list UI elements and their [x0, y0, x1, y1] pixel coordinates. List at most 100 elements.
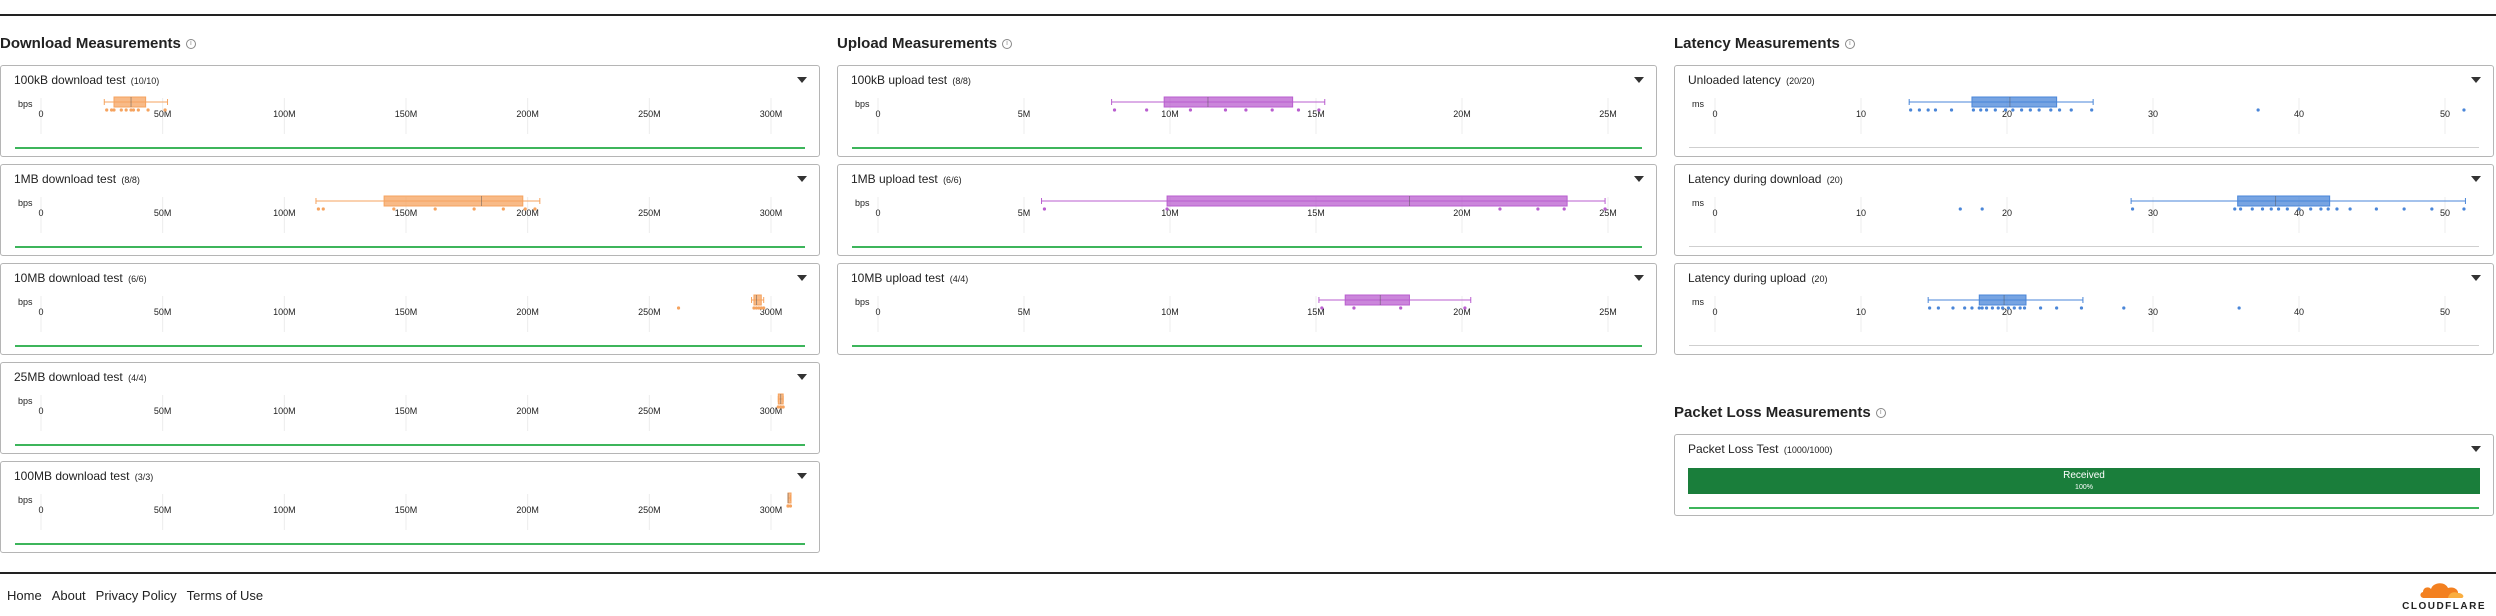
chevron-down-icon[interactable] — [797, 374, 807, 380]
tick-label: 100M — [273, 406, 296, 416]
tick-label: 150M — [395, 208, 418, 218]
info-icon[interactable]: i — [1844, 39, 1855, 49]
chevron-down-icon[interactable] — [797, 176, 807, 182]
card-title: 100MB download test (3/3) — [14, 469, 153, 483]
divider-line — [1689, 345, 2479, 346]
data-point — [392, 207, 396, 211]
tick-label: 5M — [1018, 307, 1031, 317]
card-count: (8/8) — [121, 175, 140, 185]
data-point — [472, 207, 476, 211]
latency-section-title: Latency Measurements i — [1674, 33, 2494, 55]
data-point — [1909, 108, 1913, 112]
chevron-down-icon[interactable] — [2471, 275, 2481, 281]
packet-loss-title-text: Packet Loss Measurements — [1674, 404, 1871, 421]
chevron-down-icon[interactable] — [1634, 275, 1644, 281]
chevron-down-icon[interactable] — [2471, 446, 2481, 452]
plot-area: 0 50M 100M 150M 200M 250M 300M — [38, 492, 793, 530]
data-point — [2269, 207, 2273, 211]
tick-label: 200M — [516, 307, 539, 317]
card-title-text: 1MB download test — [14, 172, 117, 186]
card-count: (6/6) — [128, 274, 147, 284]
info-icon[interactable]: i — [1002, 39, 1013, 49]
tick-label: 40 — [2294, 208, 2304, 218]
card-ul1m[interactable]: 1MB upload test (6/6) bps 0 5M 10M 15M 20M 25… — [837, 164, 1657, 256]
footer-link-privacy[interactable]: Privacy Policy — [95, 588, 177, 603]
data-point — [1399, 306, 1403, 310]
data-point — [109, 108, 114, 112]
data-point — [2374, 207, 2378, 211]
chevron-down-icon[interactable] — [797, 275, 807, 281]
data-point — [1984, 108, 1989, 112]
data-point — [2049, 108, 2053, 112]
card-dl100m[interactable]: 100MB download test (3/3) bps 0 50M 100M 15… — [0, 461, 820, 553]
cloudflare-logo[interactable]: CLOUDFLARE — [2396, 578, 2486, 612]
data-point — [316, 207, 320, 211]
data-point — [752, 306, 756, 310]
data-point — [1993, 108, 1997, 112]
plot-area: 0 10 20 30 40 50 — [1712, 294, 2450, 332]
axis-unit: bps — [855, 99, 870, 109]
tick-label: 300M — [760, 307, 783, 317]
card-count: (4/4) — [128, 373, 147, 383]
plot-area: 0 10 20 30 40 50 — [1712, 96, 2466, 134]
footer-link-home[interactable]: Home — [7, 588, 42, 603]
chevron-down-icon[interactable] — [2471, 176, 2481, 182]
card-dl1m[interactable]: 1MB download test (8/8) bps 0 50M 100M 150M… — [0, 164, 820, 256]
footer-rule — [0, 572, 2496, 574]
tick-label: 0 — [38, 208, 43, 218]
tick-label: 200M — [516, 109, 539, 119]
data-point — [119, 108, 123, 112]
tick-label: 25M — [1599, 109, 1617, 119]
card-lat-download[interactable]: Latency during download (20) ms 0 10 20 30 4… — [1674, 164, 2494, 256]
data-point — [2430, 207, 2434, 211]
card-count: (1000/1000) — [1783, 445, 1833, 455]
card-dl100k[interactable]: 100kB download test (10/10) bps 0 50M 100M… — [0, 65, 820, 157]
tick-label: 50M — [154, 505, 172, 515]
info-icon[interactable]: i — [185, 39, 196, 49]
data-point — [2022, 306, 2027, 310]
tick-label: 20 — [2002, 307, 2012, 317]
chevron-down-icon[interactable] — [797, 473, 807, 479]
upload-column: Upload Measurements i 100kB upload test … — [837, 33, 1657, 362]
chevron-down-icon[interactable] — [1634, 176, 1644, 182]
footer-link-about[interactable]: About — [51, 588, 86, 603]
data-point — [1926, 108, 1930, 112]
plot-area: 0 5M 10M 15M 20M 25M — [875, 195, 1617, 233]
chevron-down-icon[interactable] — [797, 77, 807, 83]
card-title: 10MB download test (6/6) — [14, 271, 147, 285]
data-point — [2276, 207, 2281, 211]
tick-label: 150M — [395, 406, 418, 416]
card-dl25m[interactable]: 25MB download test (4/4) bps 0 50M 100M 150… — [0, 362, 820, 454]
divider-line — [1689, 147, 2479, 148]
card-lat-upload[interactable]: Latency during upload (20) ms 0 10 20 30 40 5… — [1674, 263, 2494, 355]
tick-label: 300M — [760, 208, 783, 218]
card-ul10m[interactable]: 10MB upload test (4/4) bps 0 5M 10M 15M 20M 2… — [837, 263, 1657, 355]
card-title: 10MB upload test (4/4) — [851, 271, 968, 285]
data-point — [2326, 207, 2330, 211]
data-point — [2122, 306, 2126, 310]
axis-unit: bps — [855, 198, 870, 208]
data-point — [1980, 306, 1984, 310]
progress-line — [852, 147, 1642, 149]
tick-label: 10 — [1856, 208, 1866, 218]
tick-label: 15M — [1307, 307, 1325, 317]
card-ul100k[interactable]: 100kB upload test (8/8) bps 0 5M 10M 15M 20M… — [837, 65, 1657, 157]
data-point — [501, 207, 505, 211]
chevron-down-icon[interactable] — [2471, 77, 2481, 83]
axis-unit: ms — [1692, 297, 1704, 307]
card-lat-unloaded[interactable]: Unloaded latency (20/20) ms 0 10 20 30 40 50 — [1674, 65, 2494, 157]
chevron-down-icon[interactable] — [1634, 77, 1644, 83]
plot-area: 0 50M 100M 150M 200M 250M 300M — [38, 195, 783, 233]
data-point — [2319, 207, 2323, 211]
download-column: Download Measurements i 100kB download t… — [0, 33, 820, 560]
tick-label: 0 — [875, 307, 880, 317]
data-point — [1320, 306, 1324, 310]
data-point — [1958, 207, 1962, 211]
tick-label: 30 — [2148, 109, 2158, 119]
card-packet-loss[interactable]: Packet Loss Test (1000/1000) Received 10… — [1674, 434, 2494, 516]
box-iqr — [113, 96, 147, 108]
card-dl10m[interactable]: 10MB download test (6/6) bps 0 50M 100M 150… — [0, 263, 820, 355]
info-icon[interactable]: i — [1875, 408, 1886, 418]
plot-area: 0 5M 10M 15M 20M 25M — [875, 294, 1617, 332]
footer-link-terms[interactable]: Terms of Use — [186, 588, 264, 603]
